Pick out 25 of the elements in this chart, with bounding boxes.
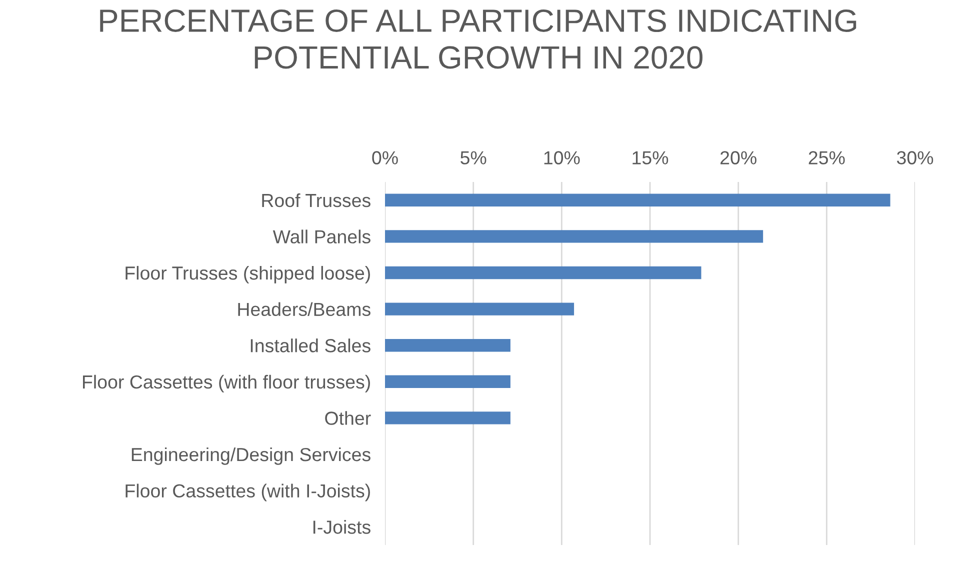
bar: [385, 412, 510, 424]
chart-title: PERCENTAGE OF ALL PARTICIPANTS INDICATING POTENTIAL GROWTH IN 2020: [100, 9, 856, 69]
y-tick-label: Installed Sales: [250, 338, 370, 352]
x-tick-label: 15%: [632, 151, 668, 164]
y-tick-label: Other: [325, 411, 371, 425]
bar: [385, 194, 890, 207]
y-tick-label: Floor Trusses (shipped loose): [126, 266, 370, 284]
y-tick-label: Roof Trusses: [262, 193, 370, 208]
x-tick-label: 20%: [720, 151, 756, 164]
bar: [385, 375, 510, 388]
y-tick-label: Wall Panels: [272, 230, 370, 244]
x-tick-label: 5%: [460, 151, 486, 164]
x-tick-label: 30%: [896, 151, 934, 164]
y-tick-label: Floor Cassettes (with floor trusses): [83, 374, 370, 392]
x-tick-label: 0%: [372, 151, 398, 164]
y-tick-label: Headers/Beams: [238, 302, 370, 316]
bar: [385, 302, 574, 316]
bar: [385, 266, 702, 280]
bar: [385, 230, 764, 243]
x-tick-label: 10%: [544, 151, 580, 164]
y-tick-label: Engineering/Design Services: [132, 447, 370, 465]
y-tick-label: Floor Cassettes (with I-Joists): [126, 484, 370, 502]
bar: [385, 339, 510, 352]
y-tick-label: I-Joists: [313, 520, 370, 534]
x-tick-label: 25%: [808, 151, 845, 164]
